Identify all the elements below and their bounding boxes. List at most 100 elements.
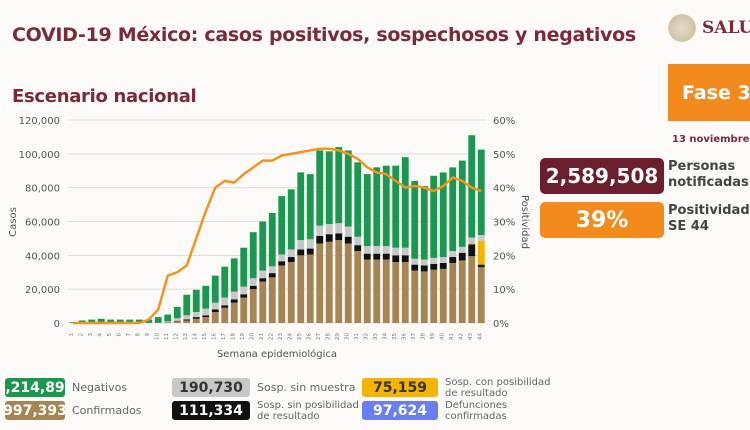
x-tick-label: 40 [439, 333, 445, 340]
chart-subtitle: Escenario nacional [12, 86, 197, 107]
bar-segment-negativos [325, 151, 333, 225]
legend-label-line1: Sosp. con posibilidad [445, 377, 551, 388]
x-tick-label: 33 [373, 333, 379, 340]
x-tick-label: 29 [335, 333, 341, 340]
bar-segment-sosp-sin-posibilidad-de-resultado [306, 248, 314, 255]
x-tick-label: 8 [135, 333, 141, 337]
y2-tick-label: 10% [493, 285, 515, 296]
bar-segment-sosp-sin-muestra [439, 257, 447, 263]
x-tick-label: 24 [287, 333, 293, 340]
bar-segment-negativos [202, 285, 210, 309]
notified-label-line2: notificadas [668, 175, 749, 190]
x-tick-label: 23 [278, 333, 284, 340]
bar-segment-negativos [116, 319, 124, 323]
bar-segment-sosp-sin-muestra [392, 247, 400, 256]
bar-segment-confirmados [173, 321, 181, 323]
bar-segment-sosp-sin-muestra [420, 259, 428, 266]
bar-segment-sosp-sin-muestra [230, 291, 238, 300]
legend-label-line1: Confirmados [72, 404, 142, 417]
x-tick-label: 9 [145, 333, 151, 337]
bar-segment-negativos [211, 275, 219, 303]
x-tick-label: 28 [325, 333, 331, 340]
bar-segment-sosp-sin-muestra [192, 312, 200, 318]
bar-segment-negativos [173, 306, 181, 319]
bar-segment-confirmados [477, 267, 485, 323]
bar-segment-confirmados [449, 262, 457, 323]
bar-segment-sosp-sin-muestra [202, 308, 210, 316]
bar-segment-confirmados [392, 262, 400, 323]
x-tick-label: 15 [202, 333, 208, 340]
bar-segment-negativos [430, 175, 438, 258]
logo-text: SALUD [702, 18, 750, 38]
y-tick-label: 40,000 [25, 251, 60, 262]
positivity-label: Positividad SE 44 [668, 203, 750, 235]
bar-segment-negativos [221, 266, 229, 298]
x-tick-label: 44 [477, 333, 483, 340]
legend-label-line2: confirmadas [445, 411, 507, 422]
bar-segment-confirmados [354, 251, 362, 323]
bar-segment-sosp-sin-posibilidad-de-resultado [278, 261, 286, 266]
x-tick-label: 11 [164, 333, 170, 340]
y2-tick-label: 50% [493, 150, 515, 161]
x-tick-label: 2 [78, 333, 84, 337]
bar-segment-sosp-sin-posibilidad-de-resultado [221, 305, 229, 308]
x-tick-label: 12 [173, 333, 179, 340]
bar-segment-negativos [449, 167, 457, 252]
bar-segment-sosp-sin-muestra [468, 237, 476, 244]
bar-segment-negativos [287, 189, 295, 250]
bar-segment-sosp-sin-posibilidad-de-resultado [249, 285, 257, 290]
bar-segment-sosp-sin-posibilidad-de-resultado [411, 264, 419, 271]
bar-segment-sosp-sin-posibilidad-de-resultado [335, 233, 343, 241]
bar-segment-negativos [306, 174, 314, 240]
y-tick-label: 20,000 [25, 285, 60, 296]
x-tick-label: 7 [126, 333, 132, 337]
bar-segment-sosp-sin-muestra [354, 236, 362, 246]
x-tick-label: 38 [420, 333, 426, 340]
x-tick-label: 21 [259, 333, 265, 340]
bar-segment-sosp-sin-posibilidad-de-resultado [211, 309, 219, 313]
bar-segment-sosp-sin-posibilidad-de-resultado [363, 253, 371, 260]
bar-segment-sosp-sin-posibilidad-de-resultado [183, 319, 191, 321]
bar-segment-sosp-sin-posibilidad-de-resultado [173, 320, 181, 322]
bar-segment-negativos [249, 232, 257, 279]
x-tick-label: 6 [116, 333, 122, 337]
bar-segment-negativos [192, 289, 200, 313]
x-tick-label: 5 [107, 333, 113, 337]
bar-segment-confirmados [458, 260, 466, 323]
y2-tick-label: 40% [493, 184, 515, 195]
bar-segment-confirmados [211, 312, 219, 323]
bar-segment-negativos [183, 294, 191, 316]
bar-segment-negativos [363, 174, 371, 247]
notified-persons-value: 2,589,508 [540, 158, 664, 194]
bar-segment-confirmados [240, 297, 248, 323]
bar-segment-confirmados [430, 269, 438, 323]
bar-segment-sosp-sin-muestra [306, 239, 314, 249]
bar-segment-negativos [335, 147, 343, 224]
x-tick-label: 36 [401, 333, 407, 340]
slide-title: COVID-19 México: casos positivos, sospec… [12, 24, 636, 46]
bar-segment-sosp-sin-muestra [458, 246, 466, 253]
bar-segment-sosp-sin-posibilidad-de-resultado [449, 257, 457, 263]
bar-segment-sosp-sin-muestra [363, 246, 371, 254]
bar-segment-sosp-sin-muestra [335, 223, 343, 234]
bar-segment-confirmados [344, 243, 352, 323]
positivity-line [72, 147, 482, 325]
report-date: 13 noviembre, 2020 [672, 134, 750, 145]
x-tick-label: 32 [363, 333, 369, 340]
bar-segment-sosp-sin-muestra [221, 297, 229, 306]
legend-label-line1: Sosp. sin muestra [257, 381, 356, 394]
x-tick-label: 25 [297, 333, 303, 340]
bar-segment-sosp-sin-posibilidad-de-resultado [382, 253, 390, 260]
bar-segment-sosp-sin-muestra [449, 251, 457, 258]
bar-segment-confirmados [468, 256, 476, 323]
bar-segment-negativos [88, 319, 96, 323]
y-tick-label: 0 [54, 319, 60, 330]
bar-segment-confirmados [249, 289, 257, 323]
bar-segment-confirmados [373, 259, 381, 323]
bar-segment-sosp-sin-muestra [297, 240, 305, 250]
bar-segment-sosp-sin-posibilidad-de-resultado [430, 263, 438, 270]
bar-segment-sosp-sin-posibilidad-de-resultado [268, 273, 276, 278]
bar-segment-negativos [259, 221, 267, 271]
positivity-label-line2: SE 44 [668, 219, 709, 234]
bar-segment-sosp-con-posibilidad-de-resultado [468, 243, 476, 245]
